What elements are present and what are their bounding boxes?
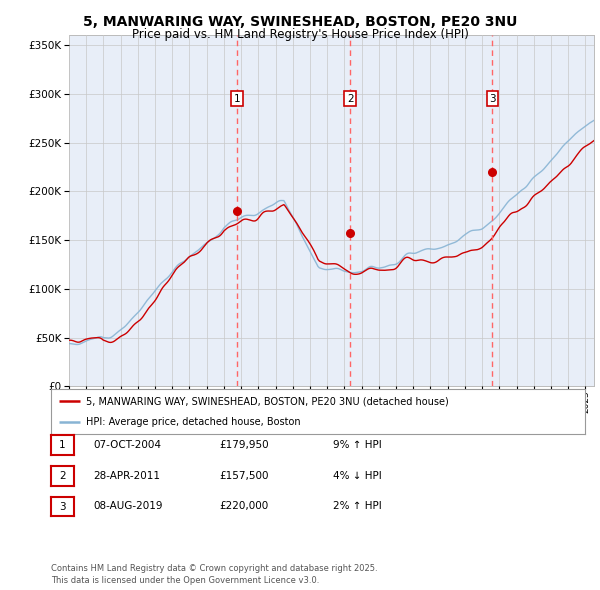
Text: HPI: Average price, detached house, Boston: HPI: Average price, detached house, Bost… xyxy=(86,417,301,427)
Text: 5, MANWARING WAY, SWINESHEAD, BOSTON, PE20 3NU: 5, MANWARING WAY, SWINESHEAD, BOSTON, PE… xyxy=(83,15,517,29)
Text: 3: 3 xyxy=(489,94,496,104)
Text: 5, MANWARING WAY, SWINESHEAD, BOSTON, PE20 3NU (detached house): 5, MANWARING WAY, SWINESHEAD, BOSTON, PE… xyxy=(86,396,448,407)
Text: Price paid vs. HM Land Registry's House Price Index (HPI): Price paid vs. HM Land Registry's House … xyxy=(131,28,469,41)
Text: £157,500: £157,500 xyxy=(219,471,269,480)
Text: 2: 2 xyxy=(59,471,66,481)
Text: 4% ↓ HPI: 4% ↓ HPI xyxy=(333,471,382,480)
Text: Contains HM Land Registry data © Crown copyright and database right 2025.
This d: Contains HM Land Registry data © Crown c… xyxy=(51,565,377,585)
Text: 08-AUG-2019: 08-AUG-2019 xyxy=(93,502,163,511)
Text: 07-OCT-2004: 07-OCT-2004 xyxy=(93,440,161,450)
Text: 1: 1 xyxy=(234,94,241,104)
Text: £220,000: £220,000 xyxy=(219,502,268,511)
Text: 2% ↑ HPI: 2% ↑ HPI xyxy=(333,502,382,511)
Text: 2: 2 xyxy=(347,94,353,104)
Text: 1: 1 xyxy=(59,440,66,450)
Text: £179,950: £179,950 xyxy=(219,440,269,450)
Text: 3: 3 xyxy=(59,502,66,512)
Text: 28-APR-2011: 28-APR-2011 xyxy=(93,471,160,480)
Text: 9% ↑ HPI: 9% ↑ HPI xyxy=(333,440,382,450)
